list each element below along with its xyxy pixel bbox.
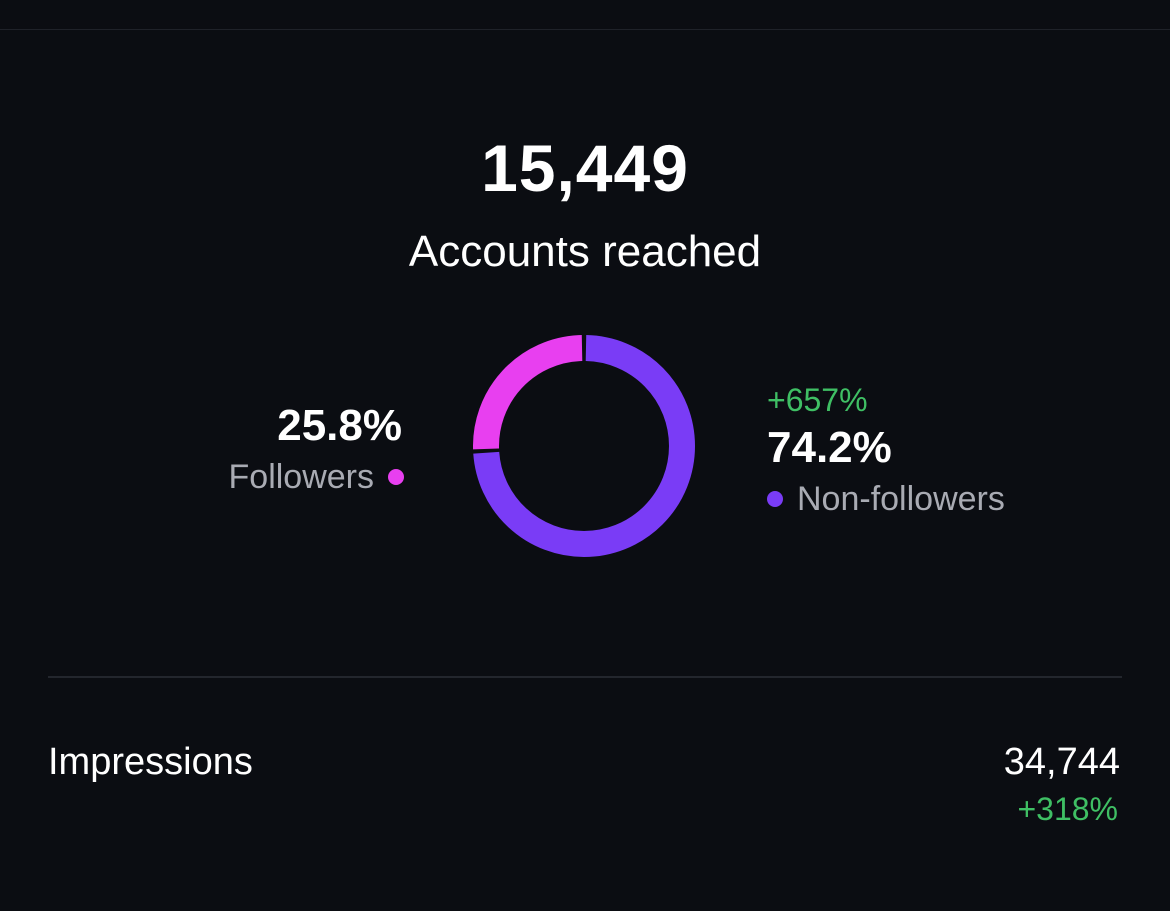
followers-percent: 25.8% <box>277 401 402 450</box>
impressions-change: +318% <box>1017 791 1118 827</box>
followers-legend: Followers <box>229 456 404 498</box>
section-divider <box>48 676 1122 678</box>
non-followers-legend-label: Non-followers <box>797 480 1005 518</box>
donut-slice-non-followers <box>473 335 695 557</box>
followers-legend-label: Followers <box>228 458 374 496</box>
accounts-reached-label: Accounts reached <box>408 227 762 276</box>
non-followers-percent: 74.2% <box>767 423 892 472</box>
non-followers-change: +657% <box>767 382 868 418</box>
non-followers-legend-dot <box>767 491 783 507</box>
non-followers-legend: Non-followers <box>767 478 1005 520</box>
audience-donut-chart <box>473 335 695 557</box>
donut-slice-followers <box>473 335 695 557</box>
impressions-value: 34,744 <box>1003 741 1120 783</box>
top-divider <box>0 29 1170 30</box>
accounts-reached-value: 15,449 <box>481 131 689 205</box>
followers-legend-dot <box>388 469 404 485</box>
impressions-label: Impressions <box>48 741 253 783</box>
